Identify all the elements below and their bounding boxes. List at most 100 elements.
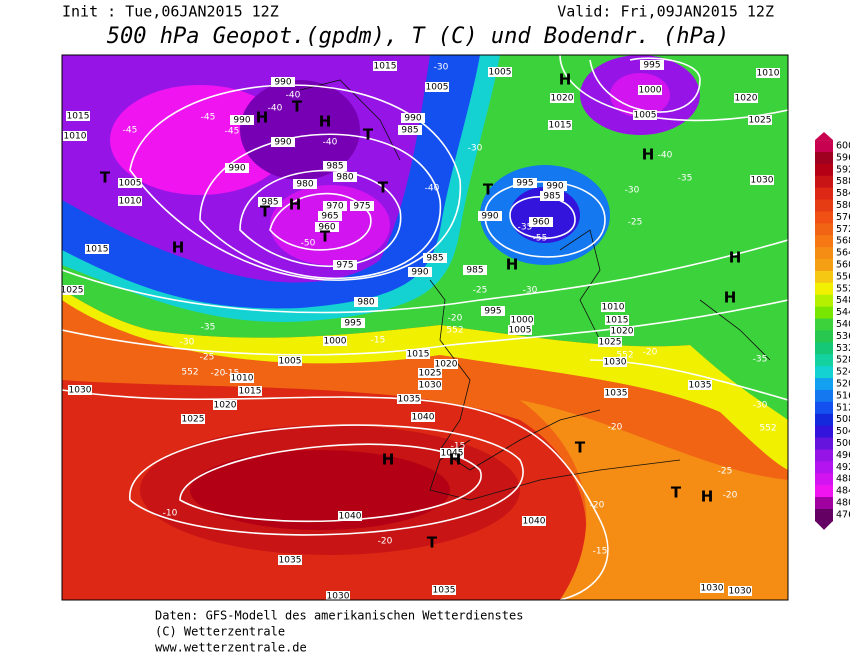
colorbar-label: 540 — [836, 319, 850, 330]
pressure-center: H — [172, 239, 185, 257]
isobar-label: 1040 — [523, 517, 546, 527]
colorbar-label: 596 — [836, 152, 850, 163]
isobar-label-box — [750, 175, 774, 185]
isobar-label-box — [610, 326, 634, 336]
isobar-label-box — [326, 591, 350, 600]
footer-copyright: (C) Wetterzentrale — [155, 625, 285, 639]
isobar-label-box — [510, 315, 534, 325]
isobar-label-box — [640, 60, 664, 70]
isobar-label: 995 — [516, 179, 533, 189]
colorbar-swatch — [815, 235, 833, 248]
colorbar-swatch — [815, 425, 833, 439]
isobar-label-box — [333, 172, 357, 182]
colorbar-label: 480 — [836, 498, 850, 509]
colorbar-swatch — [815, 449, 833, 462]
isobar-label-box — [85, 244, 109, 254]
isobar-label: 980 — [357, 298, 374, 308]
isobar-label: 1010 — [602, 303, 625, 313]
pressure-center: T — [260, 203, 271, 221]
isobar-label-box — [700, 583, 724, 593]
isobar-label-box — [604, 388, 628, 398]
isobar-label-box — [603, 357, 627, 367]
pressure-center: H — [319, 113, 332, 131]
isobar-label: 1005 — [634, 111, 657, 121]
isobar-label: 1020 — [435, 360, 458, 370]
isobar-label-box — [118, 178, 142, 188]
isobar-label-box — [601, 302, 625, 312]
isobar-label: 1030 — [751, 176, 774, 186]
isobar-label: 1020 — [611, 327, 634, 337]
isobar-label: 1030 — [701, 584, 724, 594]
colorbar-swatch — [815, 223, 833, 236]
temperature-label: -30 — [434, 63, 449, 73]
colorbar-label: 552 — [836, 283, 850, 294]
isobar-label: 970 — [326, 202, 343, 212]
isobar-label-box — [638, 85, 662, 95]
temperature-label: -25 — [200, 353, 215, 363]
colorbar-label: 600 — [836, 141, 850, 152]
isobar-label: 980 — [336, 173, 353, 183]
pressure-center: H — [642, 146, 655, 164]
isobar-label: 960 — [532, 218, 549, 228]
isobar-label: 1015 — [549, 121, 572, 131]
isobar-label: 1040 — [412, 413, 435, 423]
temperature-label: -45 — [201, 113, 216, 123]
colorbar-label: 556 — [836, 271, 850, 282]
colorbar-label: 476 — [836, 509, 850, 520]
isobar-label-box — [434, 359, 458, 369]
isobar-label-box — [605, 315, 629, 325]
isobar-label: 995 — [643, 61, 660, 71]
isobar-label: 1035 — [689, 381, 712, 391]
temperature-label: -15 — [225, 369, 240, 379]
isobar-label: 1005 — [119, 179, 142, 189]
temperature-label: -30 — [753, 401, 768, 411]
temperature-label: -40 — [323, 138, 338, 148]
pressure-center: T — [320, 228, 331, 246]
isobar-label-box — [408, 267, 432, 277]
isobar-label-box — [550, 93, 574, 103]
isobar-label-box — [418, 380, 442, 390]
isobar-label-box — [440, 448, 464, 458]
isobar-label: 1005 — [279, 357, 302, 367]
isobar-label-box — [734, 93, 758, 103]
pressure-center: H — [289, 196, 302, 214]
colorbar-label: 560 — [836, 260, 850, 271]
temperature-label: 552 — [616, 351, 633, 361]
temperature-label: -35 — [201, 323, 216, 333]
temperature-label: -40 — [425, 184, 440, 194]
pressure-center: T — [378, 179, 389, 197]
temperature-label: -35 — [678, 174, 693, 184]
temperature-label: -40 — [268, 104, 283, 114]
temperature-label: -20 — [643, 348, 658, 358]
isobar-label: 990 — [411, 268, 428, 278]
isobar-label: 1020 — [551, 94, 574, 104]
isobar-label: 960 — [318, 223, 335, 233]
isobar-label: 1015 — [86, 245, 109, 255]
isobar-label: 1040 — [339, 512, 362, 522]
colorbar-swatch — [815, 294, 833, 308]
colorbar-swatch — [815, 175, 833, 189]
colorbar-swatch — [815, 485, 833, 498]
isobar-label: 1010 — [231, 374, 254, 384]
isobar-label: 1030 — [69, 386, 92, 396]
isobar-label: 995 — [344, 319, 361, 329]
isobar-label: 1035 — [279, 556, 302, 566]
isobar-label: 1015 — [67, 112, 90, 122]
isobar-label-box — [373, 61, 397, 71]
temperature-label: -20 — [448, 314, 463, 324]
colorbar-label: 588 — [836, 176, 850, 187]
isobar-label-box — [323, 336, 347, 346]
colorbar-swatch — [815, 199, 833, 212]
pressure-center: H — [256, 109, 269, 127]
colorbar-label: 524 — [836, 367, 850, 378]
isobar-label-box — [293, 179, 317, 189]
isobar-label: 990 — [233, 116, 250, 126]
colorbar-swatch — [815, 211, 833, 224]
isobar-label-box — [271, 77, 295, 87]
temperature-label: -15 — [593, 547, 608, 557]
colorbar-label: 488 — [836, 474, 850, 485]
colorbar-label: 584 — [836, 188, 850, 199]
colorbar-swatch — [815, 259, 833, 272]
colorbar-swatch — [815, 497, 833, 510]
colorbar-label: 532 — [836, 343, 850, 354]
